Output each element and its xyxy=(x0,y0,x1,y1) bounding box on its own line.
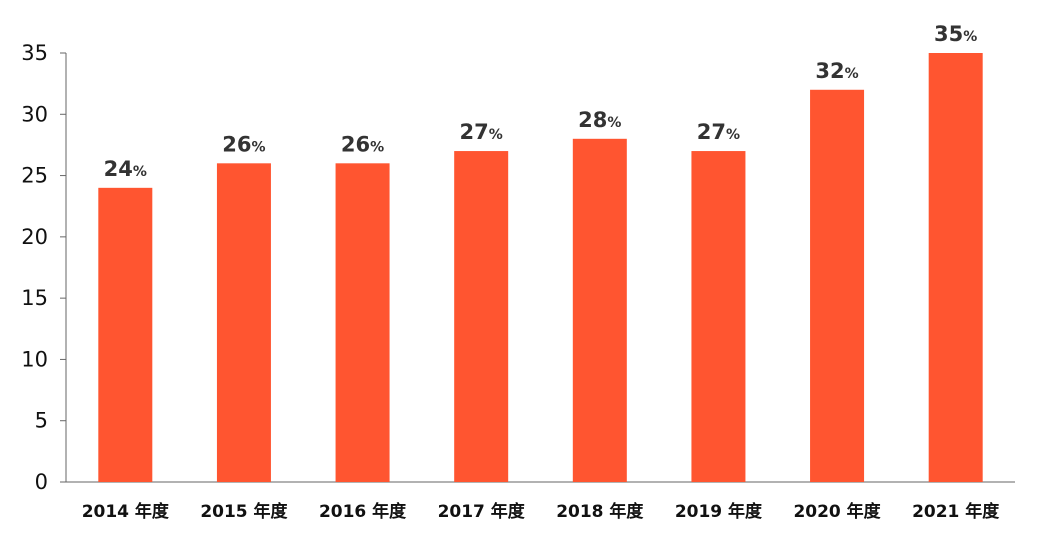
data-label-unit: % xyxy=(963,29,977,45)
x-axis: 2014 年度 2015 年度 2016 年度 2017 年度 2018 年度 2019 … xyxy=(66,481,1015,522)
data-label-value: 26 xyxy=(222,132,251,156)
x-tick-label: 2017 年度 xyxy=(438,501,526,522)
y-tick-label: 5 xyxy=(35,409,48,433)
x-tick-label: 2019 年度 xyxy=(675,501,763,522)
data-label-value: 35 xyxy=(934,22,963,46)
data-label: 27% xyxy=(460,120,503,144)
bar xyxy=(691,151,746,483)
y-tick-label: 25 xyxy=(21,164,48,188)
bar xyxy=(928,53,983,482)
data-label-unit: % xyxy=(489,127,503,143)
data-label-unit: % xyxy=(133,164,147,180)
x-tick-label: 2016 年度 xyxy=(319,501,407,522)
bar xyxy=(98,187,153,483)
data-label-value: 26 xyxy=(341,132,370,156)
y-tick-label: 0 xyxy=(35,470,48,494)
bars xyxy=(98,53,983,483)
data-label-unit: % xyxy=(726,127,740,143)
bar xyxy=(810,89,865,483)
data-label-value: 28 xyxy=(578,108,607,132)
data-label: 26% xyxy=(222,132,265,156)
data-label: 24% xyxy=(104,157,147,181)
y-axis: 0 5 10 15 20 25 30 35 xyxy=(21,41,67,494)
y-tick-label: 20 xyxy=(21,225,48,249)
data-label-unit: % xyxy=(607,115,621,131)
bar xyxy=(454,151,509,483)
x-tick-label: 2020 年度 xyxy=(793,501,881,522)
data-label-unit: % xyxy=(252,139,266,155)
data-label-unit: % xyxy=(370,139,384,155)
data-label: 27% xyxy=(697,120,740,144)
data-label-value: 24 xyxy=(104,157,133,181)
y-tick-label: 30 xyxy=(21,102,48,126)
bar xyxy=(572,138,627,483)
x-tick-label: 2014 年度 xyxy=(82,501,170,522)
data-label: 26% xyxy=(341,132,384,156)
x-tick-label: 2021 年度 xyxy=(912,501,1000,522)
y-tick-label: 35 xyxy=(21,41,48,65)
data-label: 35% xyxy=(934,22,977,46)
data-label-value: 27 xyxy=(697,120,726,144)
bar xyxy=(216,163,271,483)
x-tick-label: 2018 年度 xyxy=(556,501,644,522)
data-label: 32% xyxy=(815,59,858,83)
data-label-value: 27 xyxy=(460,120,489,144)
data-label: 28% xyxy=(578,108,621,132)
data-label-value: 32 xyxy=(815,59,844,83)
value-labels: 24%26% 26%27%28% 27%32%35% xyxy=(104,22,978,181)
y-tick-label: 15 xyxy=(21,286,48,310)
x-tick-label: 2015 年度 xyxy=(200,501,288,522)
y-tick-label: 10 xyxy=(21,347,48,371)
bar xyxy=(335,163,390,483)
data-label-unit: % xyxy=(845,66,859,82)
